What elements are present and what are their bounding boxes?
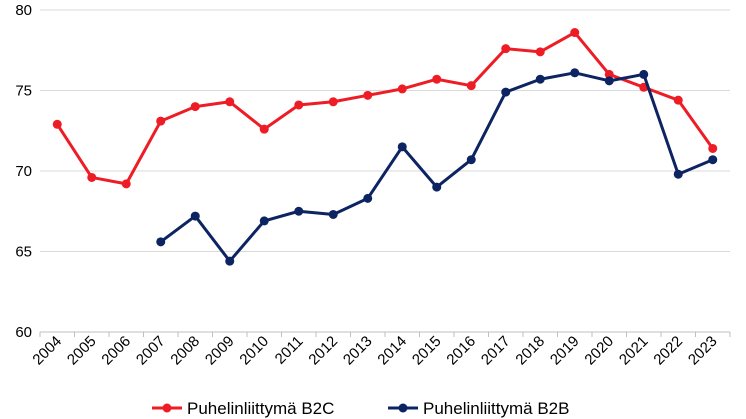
data-point bbox=[673, 95, 683, 105]
x-tick-label: 2023 bbox=[685, 333, 721, 369]
data-point bbox=[397, 142, 407, 152]
data-point bbox=[570, 68, 580, 78]
data-point bbox=[673, 169, 683, 179]
x-tick-label: 2007 bbox=[133, 333, 169, 369]
x-tick-label: 2022 bbox=[650, 333, 686, 369]
y-tick-label: 65 bbox=[15, 244, 32, 261]
data-point bbox=[259, 124, 269, 134]
legend-marker bbox=[162, 403, 172, 413]
data-point bbox=[328, 97, 338, 107]
x-tick-label: 2009 bbox=[202, 333, 238, 369]
x-tick-label: 2004 bbox=[29, 333, 65, 369]
data-point bbox=[535, 74, 545, 84]
data-point bbox=[501, 44, 511, 54]
legend-marker bbox=[398, 403, 408, 413]
x-tick-label: 2015 bbox=[409, 333, 445, 369]
data-point bbox=[363, 90, 373, 100]
series-line bbox=[55, 31, 715, 186]
x-tick-label: 2005 bbox=[64, 333, 100, 369]
data-point bbox=[156, 116, 166, 126]
data-point bbox=[156, 237, 166, 247]
x-tick-label: 2016 bbox=[443, 333, 479, 369]
data-point bbox=[190, 102, 200, 112]
x-tick-label: 2019 bbox=[547, 333, 583, 369]
data-point bbox=[225, 97, 235, 107]
data-point bbox=[604, 69, 614, 79]
data-point bbox=[225, 256, 235, 266]
series-layer bbox=[52, 28, 718, 266]
data-point bbox=[466, 81, 476, 91]
series-line bbox=[159, 71, 715, 263]
legend: Puhelinliittymä B2C Puhelinliittymä B2B bbox=[152, 399, 569, 418]
x-tick-label: 2013 bbox=[340, 333, 376, 369]
x-tick-label: 2011 bbox=[272, 333, 307, 368]
data-point bbox=[708, 155, 718, 165]
x-tick-label: 2018 bbox=[512, 333, 548, 369]
data-point bbox=[294, 206, 304, 216]
data-point bbox=[259, 216, 269, 226]
x-tick-label: 2021 bbox=[616, 333, 652, 369]
data-point bbox=[121, 179, 131, 189]
x-tick-label: 2006 bbox=[98, 333, 134, 369]
data-point bbox=[708, 143, 718, 153]
series-2 bbox=[156, 68, 718, 266]
y-axis: 60 65 70 75 80 bbox=[15, 2, 32, 341]
x-tick-label: 2020 bbox=[581, 333, 617, 369]
data-point bbox=[87, 172, 97, 182]
data-point bbox=[639, 69, 649, 79]
legend-label: Puhelinliittymä B2B bbox=[423, 399, 569, 418]
y-tick-label: 60 bbox=[15, 324, 32, 341]
x-tick-label: 2008 bbox=[167, 333, 203, 369]
data-point bbox=[501, 87, 511, 97]
data-point bbox=[294, 100, 304, 110]
data-point bbox=[432, 74, 442, 84]
data-point bbox=[363, 193, 373, 203]
legend-label: Puhelinliittymä B2C bbox=[187, 399, 334, 418]
y-tick-label: 75 bbox=[15, 83, 32, 100]
series-1 bbox=[52, 28, 718, 189]
data-point bbox=[328, 209, 338, 219]
data-point bbox=[52, 119, 62, 129]
data-point bbox=[190, 211, 200, 221]
legend-item-1: Puhelinliittymä B2C bbox=[152, 399, 334, 418]
y-tick-label: 80 bbox=[15, 2, 32, 19]
data-point bbox=[432, 182, 442, 192]
x-tick-label: 2017 bbox=[478, 333, 514, 369]
data-point bbox=[466, 155, 476, 165]
data-point bbox=[397, 84, 407, 94]
x-tick-label: 2012 bbox=[305, 333, 341, 369]
data-point bbox=[570, 28, 580, 38]
legend-item-2: Puhelinliittymä B2B bbox=[388, 399, 569, 418]
x-tick-label: 2014 bbox=[374, 333, 410, 369]
x-tick-label: 2010 bbox=[236, 333, 272, 369]
data-point bbox=[535, 47, 545, 57]
data-point bbox=[604, 76, 614, 86]
y-tick-label: 70 bbox=[15, 163, 32, 180]
